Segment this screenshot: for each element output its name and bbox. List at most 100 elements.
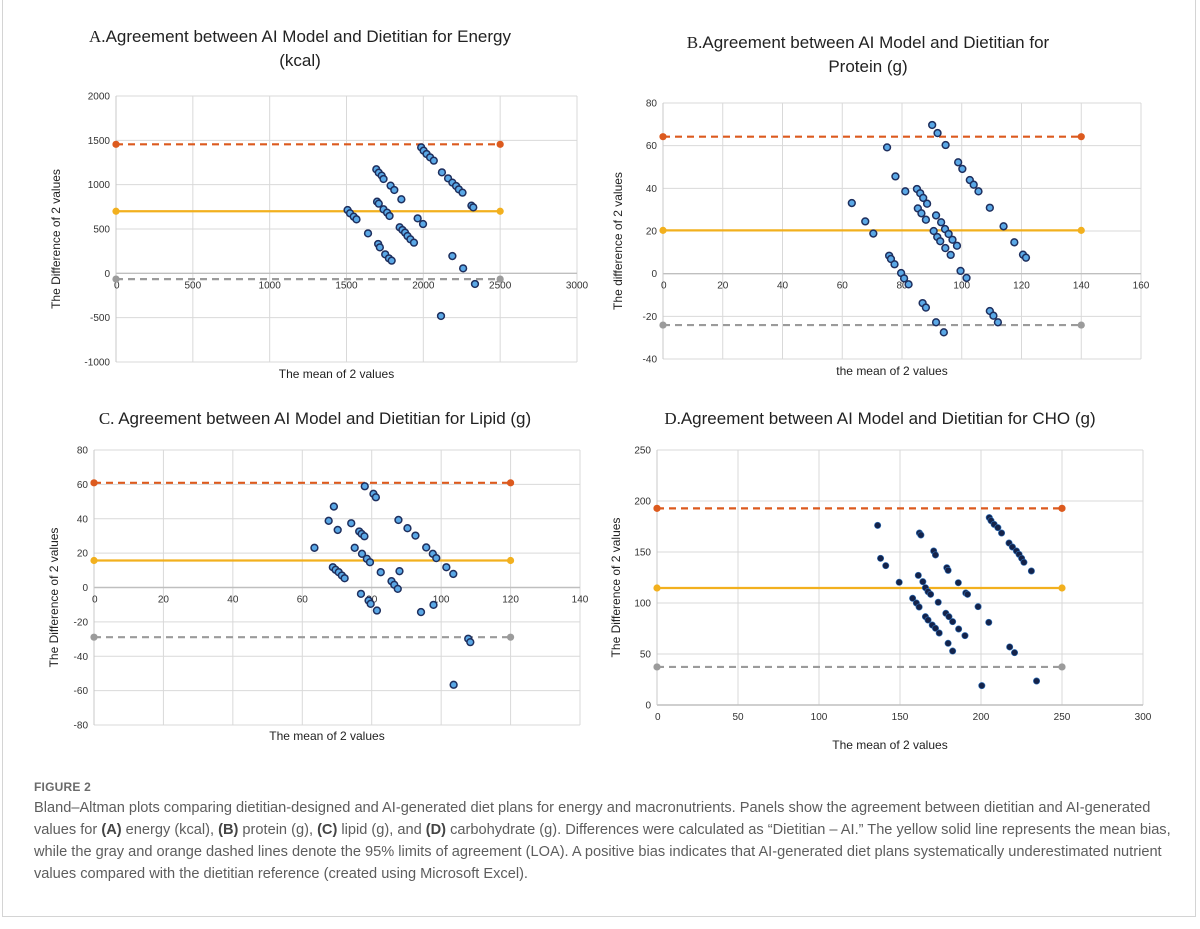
data-point (924, 616, 932, 624)
figure-caption: FIGURE 2 Bland–Altman plots comparing di… (34, 780, 1184, 885)
y-tick-label: -500 (90, 313, 110, 324)
data-point (917, 209, 926, 218)
data-point (429, 156, 438, 165)
panel-letter: B. (687, 33, 703, 52)
x-tick-label: 100 (811, 712, 828, 723)
data-point (437, 168, 447, 177)
x-tick-label: 1500 (335, 280, 358, 291)
data-point (895, 578, 903, 586)
figure-label: FIGURE 2 (34, 780, 91, 794)
x-tick-label: 140 (1073, 281, 1090, 292)
y-tick-label: 40 (77, 514, 89, 525)
y-tick-label: 80 (646, 99, 658, 110)
panel-title-line: B.Agreement between AI Model and Dietiti… (687, 33, 1050, 52)
x-tick-label: 60 (837, 281, 849, 292)
y-tick-label: 60 (77, 480, 89, 491)
data-point (890, 260, 899, 269)
data-point (928, 120, 937, 130)
y-tick-label: 2000 (88, 92, 111, 103)
mean-bias-endpoint (496, 207, 504, 215)
data-point (989, 311, 998, 320)
lower-loa-endpoint (659, 321, 667, 329)
data-point (385, 211, 394, 221)
panel-title-line: Protein (g) (828, 57, 907, 76)
data-point (958, 164, 967, 174)
panel-c-lipid: C. Agreement between AI Model and Dietit… (47, 409, 589, 743)
data-point (847, 198, 856, 208)
data-point (360, 532, 369, 541)
panel-title-text: Agreement between AI Model and Dietitian… (681, 409, 1096, 428)
lower-loa-endpoint (1077, 321, 1085, 329)
data-point (901, 187, 910, 196)
data-point (436, 311, 446, 321)
data-point (933, 128, 942, 138)
caption-panel-ref: (D) (425, 822, 447, 838)
upper-loa-endpoint (112, 140, 120, 148)
data-point (310, 543, 319, 552)
data-point (1021, 253, 1031, 262)
panel-title-text: Agreement between AI Model and Dietitian… (702, 33, 1049, 52)
data-point (935, 629, 943, 637)
data-point (964, 590, 972, 598)
data-point (921, 215, 931, 224)
data-point (941, 243, 950, 253)
data-point (469, 203, 478, 212)
data-point (949, 647, 957, 655)
x-tick-label: 3000 (566, 280, 589, 291)
data-point (944, 229, 953, 239)
x-tick-label: 0 (655, 712, 661, 723)
x-tick-label: 20 (717, 281, 729, 292)
x-axis-label: the mean of 2 values (836, 364, 947, 378)
data-point (882, 562, 890, 570)
data-point (985, 618, 993, 626)
y-axis-label: The difference of 2 values (611, 172, 625, 310)
y-tick-label: -80 (74, 721, 89, 732)
x-tick-label: 150 (892, 712, 909, 723)
y-axis-label: The Difference of 2 values (609, 518, 623, 658)
y-tick-label: 40 (646, 184, 658, 195)
data-point (974, 603, 982, 611)
y-tick-label: 1500 (88, 136, 111, 147)
data-point (949, 618, 957, 626)
y-tick-label: -20 (643, 312, 658, 323)
y-tick-label: 0 (645, 701, 651, 712)
data-point (915, 603, 923, 611)
data-point (922, 199, 932, 208)
data-point (409, 238, 419, 247)
y-tick-label: -1000 (84, 358, 110, 369)
data-point (413, 214, 422, 223)
data-point (919, 193, 928, 203)
data-point (998, 529, 1006, 537)
data-point (1020, 558, 1028, 566)
data-point (448, 251, 457, 261)
x-tick-label: 20 (158, 595, 170, 606)
data-point (861, 217, 870, 226)
data-point (416, 607, 426, 617)
mean-bias-endpoint (1058, 584, 1066, 592)
data-point (948, 235, 957, 244)
x-tick-label: 100 (433, 595, 450, 606)
data-point (1033, 677, 1041, 685)
x-tick-label: 160 (1133, 281, 1150, 292)
y-tick-label: -20 (74, 617, 89, 628)
y-tick-label: 60 (646, 141, 658, 152)
data-point (914, 571, 922, 579)
lower-loa-endpoint (496, 275, 504, 283)
data-point (470, 279, 480, 289)
data-point (929, 226, 938, 236)
upper-loa-endpoint (659, 133, 667, 141)
data-point (946, 250, 955, 260)
x-tick-label: 2000 (412, 280, 435, 291)
lower-loa-endpoint (506, 633, 515, 641)
y-axis-label: The Difference of 2 values (47, 528, 61, 668)
data-point (999, 222, 1008, 231)
panel-title-line: C. Agreement between AI Model and Dietit… (99, 409, 531, 428)
caption-segment: lipid (g), and (337, 822, 426, 838)
lower-loa-endpoint (653, 663, 661, 671)
panel-letter: C. (99, 409, 115, 428)
y-tick-label: 80 (77, 446, 89, 457)
y-tick-label: 0 (651, 269, 657, 280)
data-point (993, 318, 1003, 327)
data-point (978, 682, 986, 690)
data-point (350, 543, 359, 552)
